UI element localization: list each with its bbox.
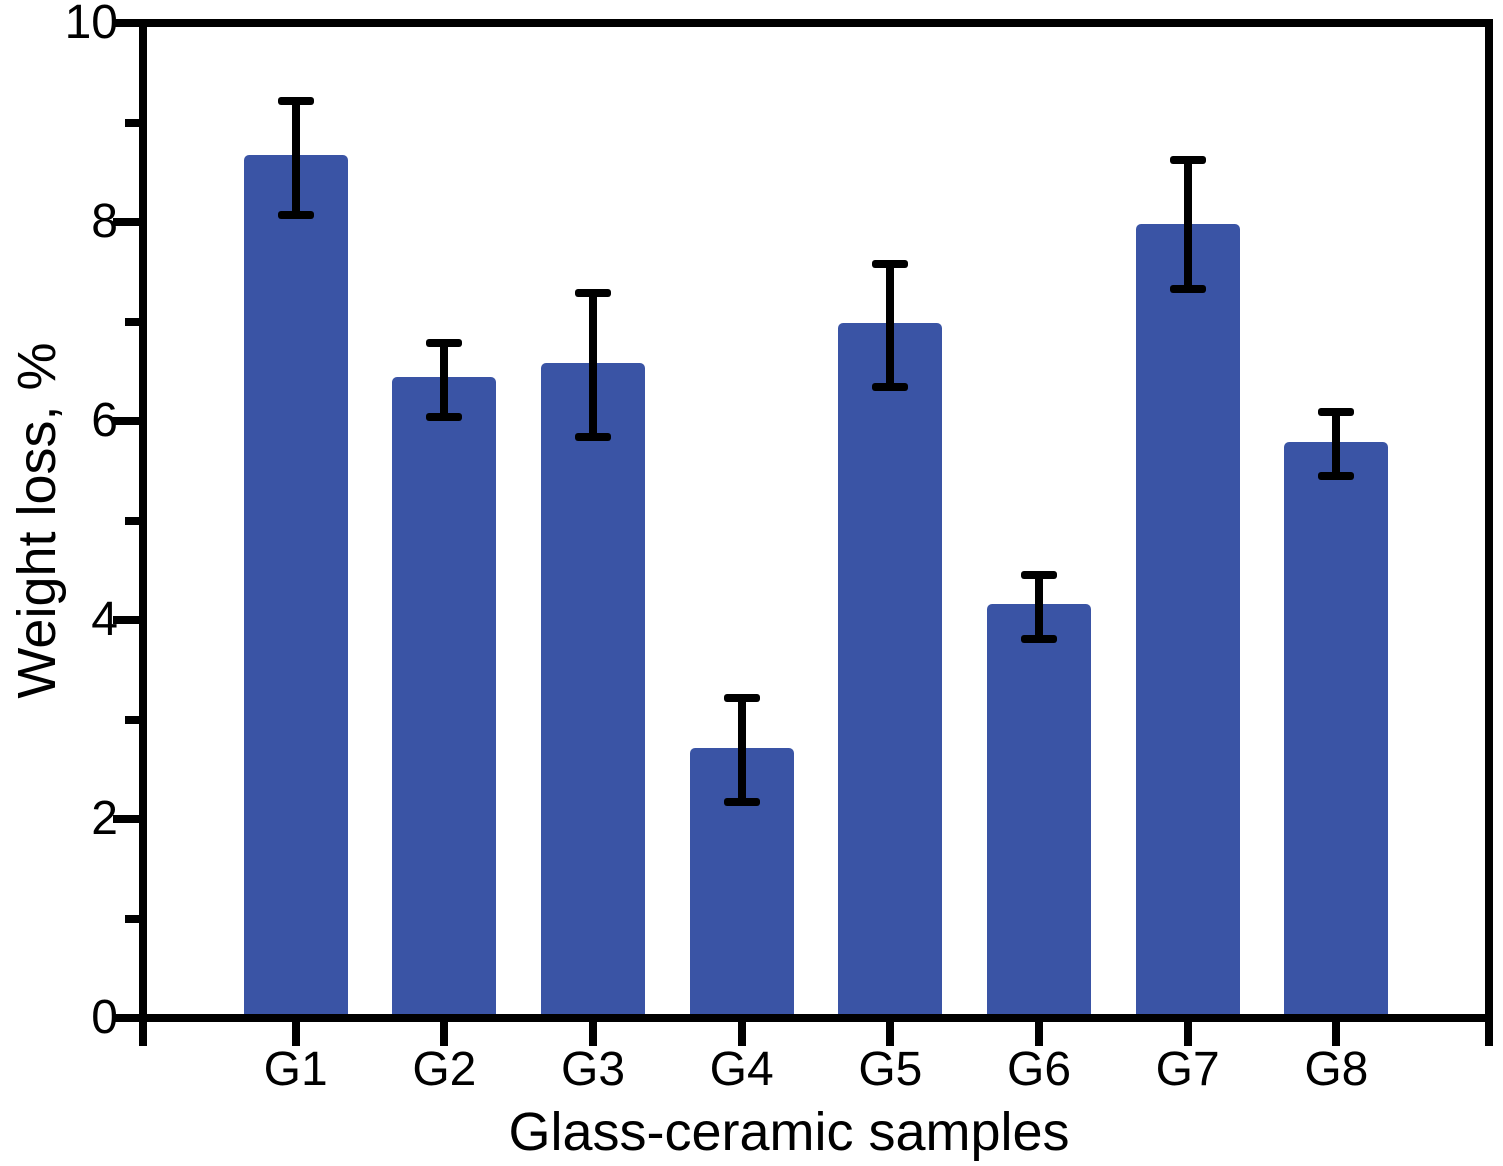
error-bar-line-g4 <box>737 698 746 802</box>
error-bar-cap-top-g5 <box>872 259 909 268</box>
x-tick-g6 <box>1035 1022 1043 1046</box>
y-minor-tick-7 <box>125 317 139 326</box>
error-bar-line-g5 <box>886 263 895 388</box>
error-bar-line-g6 <box>1035 574 1043 639</box>
y-minor-tick-3 <box>125 715 139 724</box>
error-bar-cap-bottom-g5 <box>872 383 909 392</box>
y-tick-label-4: 4 <box>91 593 118 646</box>
x-tick-g1 <box>291 1022 300 1046</box>
y-axis-title: Weight loss, % <box>7 342 67 699</box>
y-major-tick-4 <box>113 616 139 624</box>
bar-g8 <box>1284 441 1389 1014</box>
y-minor-tick-1 <box>125 914 139 923</box>
x-tick-g3 <box>589 1022 597 1046</box>
error-bar-cap-bottom-g6 <box>1021 634 1057 643</box>
x-tick-g4 <box>737 1022 746 1046</box>
error-bar-cap-bottom-g4 <box>723 797 760 806</box>
error-bar-cap-top-g6 <box>1021 570 1057 579</box>
error-bar-line-g8 <box>1332 411 1341 477</box>
y-major-tick-8 <box>113 218 139 226</box>
x-tick-label-g6: G6 <box>1006 1043 1072 1096</box>
x-tick-label-g3: G3 <box>560 1043 626 1096</box>
y-tick-label-8: 8 <box>91 195 118 248</box>
y-major-tick-6 <box>113 417 139 425</box>
error-bar-cap-bottom-g2 <box>426 412 463 421</box>
error-bar-cap-top-g2 <box>426 338 463 347</box>
bar-g1 <box>243 155 348 1014</box>
x-axis-title: Glass-ceramic samples <box>508 1102 1070 1162</box>
error-bar-cap-top-g3 <box>575 289 611 298</box>
x-tick-g2 <box>440 1022 449 1046</box>
x-tick-g8 <box>1332 1022 1341 1046</box>
y-tick-label-10: 10 <box>64 0 118 49</box>
bar-g7 <box>1135 224 1240 1014</box>
error-bar-cap-top-g7 <box>1169 156 1206 165</box>
x-tick-g7 <box>1183 1022 1192 1046</box>
y-minor-tick-5 <box>125 516 139 525</box>
plot-area <box>139 19 1493 1022</box>
y-major-tick-0 <box>113 1014 139 1022</box>
bar-g6 <box>987 604 1091 1014</box>
bar-g5 <box>838 323 943 1014</box>
y-major-tick-10 <box>113 19 139 27</box>
bar-g3 <box>541 362 645 1014</box>
error-bar-cap-bottom-g3 <box>575 432 611 441</box>
x-tick-label-g7: G7 <box>1155 1043 1220 1096</box>
error-bar-cap-bottom-g8 <box>1318 472 1355 481</box>
y-minor-tick-9 <box>125 118 139 127</box>
error-bar-cap-bottom-g1 <box>277 210 314 219</box>
error-bar-cap-top-g4 <box>723 694 760 703</box>
error-bar-cap-top-g1 <box>277 97 314 106</box>
error-bar-line-g1 <box>291 101 300 215</box>
x-axis-left-corner-tick <box>139 1022 147 1046</box>
plot-inner <box>147 27 1485 1014</box>
error-bar-cap-bottom-g7 <box>1169 284 1206 293</box>
error-bar-line-g7 <box>1183 160 1192 289</box>
error-bar-line-g2 <box>440 342 449 417</box>
y-major-tick-2 <box>113 815 139 823</box>
y-tick-label-0: 0 <box>91 991 118 1044</box>
x-tick-label-g2: G2 <box>412 1043 477 1096</box>
error-bar-cap-top-g8 <box>1318 407 1355 416</box>
x-tick-label-g1: G1 <box>263 1043 328 1096</box>
x-tick-label-g5: G5 <box>858 1043 923 1096</box>
x-tick-g5 <box>886 1022 895 1046</box>
y-tick-label-2: 2 <box>91 792 118 845</box>
x-tick-label-g8: G8 <box>1304 1043 1369 1096</box>
x-tick-label-g4: G4 <box>709 1043 774 1096</box>
y-tick-label-6: 6 <box>91 394 118 447</box>
x-axis-right-corner-tick <box>1485 1022 1493 1046</box>
error-bar-line-g3 <box>589 293 597 437</box>
bar-g2 <box>392 377 497 1014</box>
